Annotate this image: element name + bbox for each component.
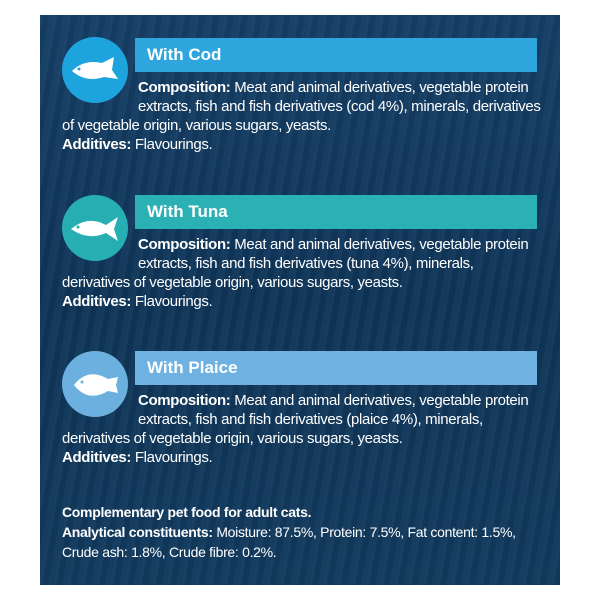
fish-glyph (72, 57, 118, 79)
section-title: With Tuna (135, 195, 537, 229)
footer-line: Complementary pet food for adult cats. (62, 504, 312, 520)
text: Flavourings. (134, 136, 213, 153)
text: Meat and animal derivatives, vegetable p… (62, 392, 529, 447)
tuna-icon (62, 195, 128, 261)
footer: Complementary pet food for adult cats. An… (62, 502, 552, 562)
fish-glyph (74, 374, 118, 396)
label: Composition: (138, 392, 231, 409)
cod-icon (62, 37, 128, 103)
section-body: Composition: Meat and animal derivatives… (62, 391, 542, 467)
text: Meat and animal derivatives, vegetable p… (62, 236, 529, 291)
section-body: Composition: Meat and animal derivatives… (62, 78, 542, 154)
panel: With Cod Composition: Meat and animal de… (40, 15, 560, 585)
section-title: With Cod (135, 38, 537, 72)
label: Additives: (62, 449, 132, 466)
label: Composition: (138, 236, 231, 253)
section-title: With Plaice (135, 351, 537, 385)
label: Additives: (62, 136, 132, 153)
section-body: Composition: Meat and animal derivatives… (62, 235, 542, 311)
fish-glyph (71, 217, 118, 241)
text: Flavourings. (134, 449, 213, 466)
text: Flavourings. (134, 293, 213, 310)
plaice-icon (62, 351, 128, 417)
text: Moisture: 87.5%, Protein: 7.5%, Fat cont… (62, 524, 516, 560)
label: Additives: (62, 293, 132, 310)
label: Analytical constituents: (62, 524, 213, 540)
label: Composition: (138, 79, 231, 96)
text: Meat and animal derivatives, vegetable p… (62, 79, 541, 134)
